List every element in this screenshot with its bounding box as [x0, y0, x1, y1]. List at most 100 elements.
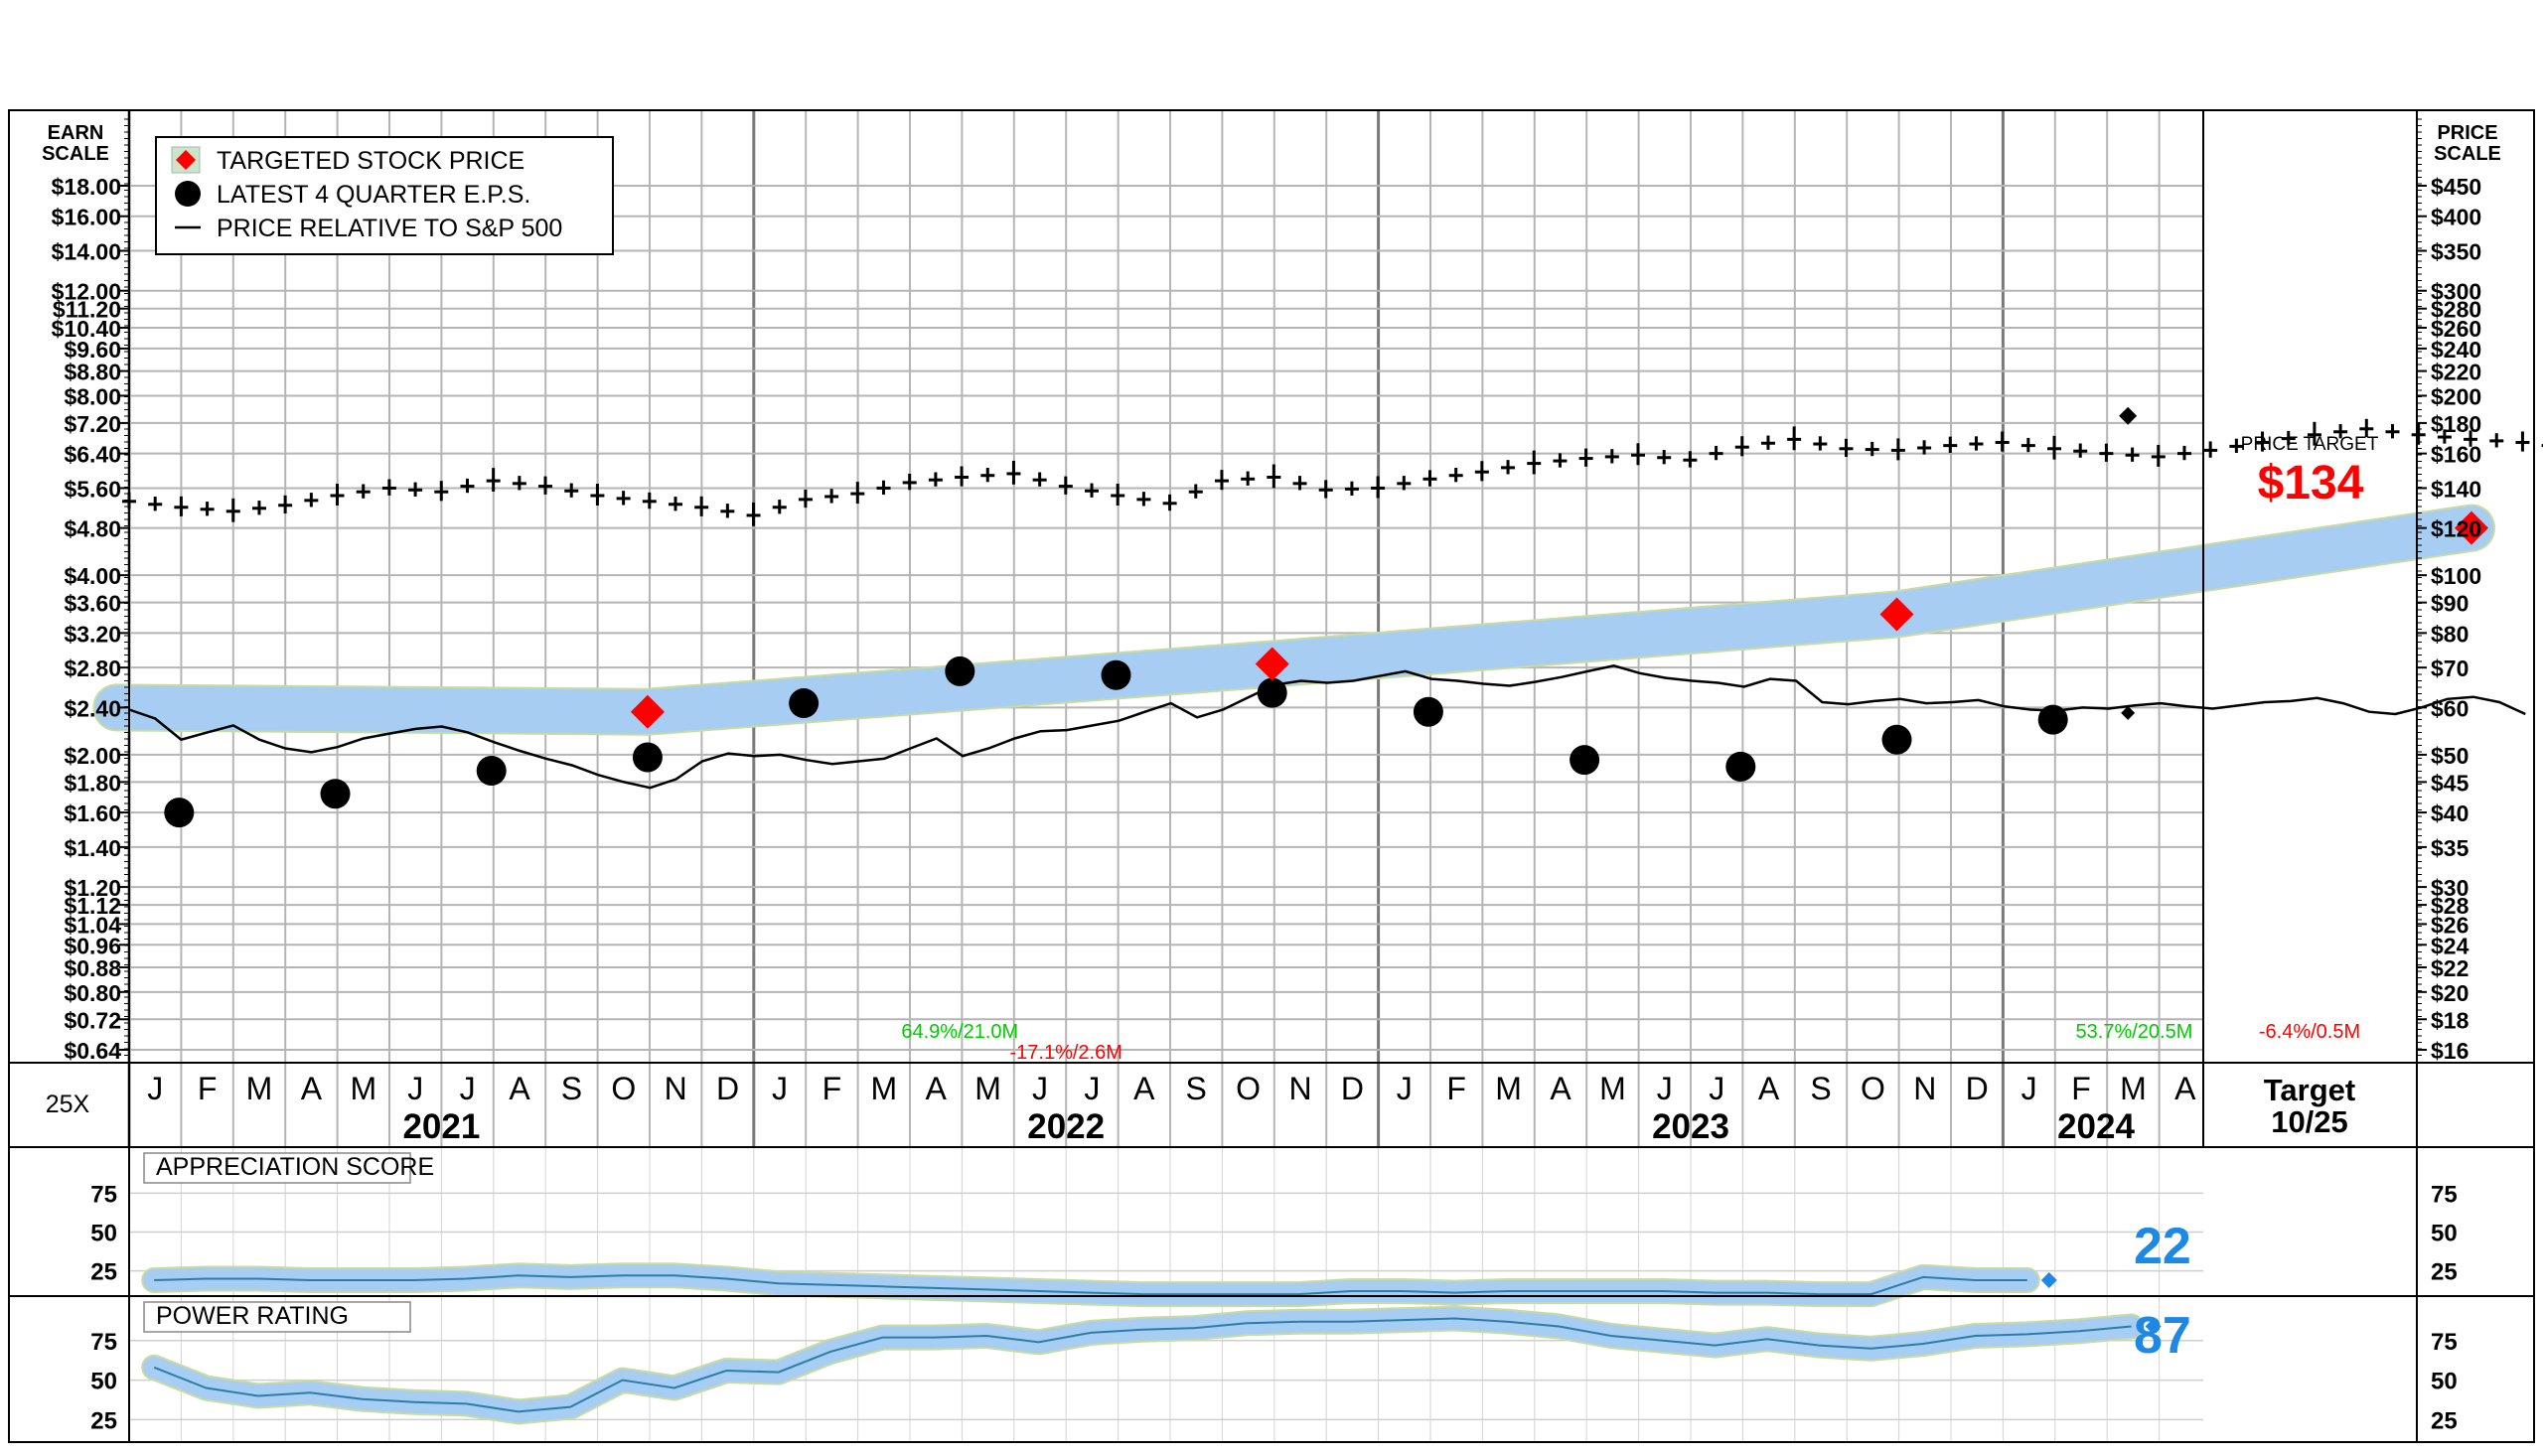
volume-note: 64.9%/21.0M: [901, 1021, 1018, 1043]
price-bar: [2099, 443, 2140, 462]
axes: [8, 109, 2535, 1443]
month-label: F: [2071, 1071, 2091, 1106]
earn-tick-label: $1.80: [64, 770, 121, 796]
eps-point: [320, 779, 351, 809]
grid: [127, 110, 2203, 1442]
price-tick-label: $80: [2431, 621, 2468, 647]
month-label: M: [870, 1071, 897, 1106]
earn-tick-label: $3.20: [64, 621, 121, 647]
month-label: J: [460, 1071, 476, 1106]
price-tick-label: $22: [2431, 955, 2468, 981]
price-tick-label: $240: [2431, 337, 2481, 363]
earn-tick-label: $0.88: [64, 955, 121, 981]
price-bar: [1162, 484, 1203, 511]
price-bar: [2203, 438, 2244, 458]
price-tick-label: $30: [2431, 875, 2468, 901]
price-bar: [1006, 460, 1047, 487]
price-tick-label: $350: [2431, 239, 2481, 265]
earn-tick-label: $4.80: [64, 516, 121, 542]
month-label: M: [2120, 1071, 2147, 1106]
eps-point: [1413, 696, 1443, 727]
price-tick-label: $26: [2431, 912, 2468, 938]
month-label: S: [561, 1071, 582, 1106]
month-label: J: [1397, 1071, 1413, 1106]
volume-note: 53.7%/20.5M: [2076, 1021, 2193, 1043]
price-bar: [174, 496, 215, 516]
earn-tick-label: $6.40: [64, 442, 121, 468]
price-tick-label: $35: [2431, 835, 2469, 861]
month-label: D: [1341, 1071, 1364, 1106]
month-label: F: [198, 1071, 218, 1106]
month-label: M: [1495, 1071, 1522, 1106]
year-label: 2024: [2057, 1107, 2135, 1146]
year-label: 2021: [402, 1107, 480, 1146]
price-tick-label: $50: [2431, 743, 2468, 769]
month-label: A: [2174, 1071, 2196, 1106]
month-label: A: [301, 1071, 323, 1106]
power-rating-title-box: [143, 1301, 411, 1333]
power-rating-tick-label: 25: [90, 1407, 117, 1434]
price-bar: [1371, 476, 1412, 499]
price-tick-label: $18: [2431, 1007, 2469, 1033]
earn-tick-label: $7.20: [64, 411, 121, 437]
earn-tick-label: $14.00: [52, 239, 121, 265]
price-bar: [1111, 484, 1151, 507]
power-rating-tick-label: 75: [90, 1329, 117, 1356]
power-rating-tick-label: 50: [2431, 1369, 2458, 1395]
month-label: J: [1084, 1071, 1100, 1106]
eps-point: [632, 742, 663, 773]
power-rating-line: [153, 1317, 2132, 1413]
appreciation-score-current-value: 22: [2134, 1218, 2191, 1275]
price-bar: [1527, 450, 1568, 475]
month-label: N: [1288, 1071, 1311, 1106]
price-tick-label: $200: [2431, 383, 2481, 409]
eps-point: [1725, 751, 1756, 782]
power-rating-end-marker: [2145, 1318, 2162, 1335]
month-label: A: [1133, 1071, 1155, 1106]
price-bar: [1683, 445, 1723, 468]
price-tick-label: $90: [2431, 591, 2468, 617]
earn-tick-label: $5.60: [64, 476, 121, 502]
legend-diamond-icon: [176, 150, 196, 170]
price-bar: [2515, 431, 2543, 452]
price-bar: [1839, 438, 1879, 458]
earn-tick-label: $18.00: [52, 174, 121, 200]
earn-scale-header: EARN: [48, 122, 104, 144]
price-target-caption: PRICE TARGET: [2241, 434, 2379, 455]
month-label: O: [1236, 1071, 1261, 1106]
price-bar: [902, 472, 943, 491]
legend-label: LATEST 4 QUARTER E.P.S.: [217, 181, 530, 209]
earn-tick-label: $2.40: [64, 695, 121, 721]
price-bar: [798, 489, 839, 509]
price-bar: [1214, 470, 1256, 491]
month-label: J: [407, 1071, 423, 1106]
eps-point: [1101, 659, 1131, 690]
price-tick-label: $24: [2431, 933, 2469, 958]
month-label: J: [2021, 1071, 2037, 1106]
target-price-marker: [1879, 597, 1914, 632]
price-scale-header: SCALE: [2434, 143, 2501, 165]
earn-tick-label: $11.20: [53, 297, 121, 323]
earn-tick-label: $3.60: [64, 591, 121, 617]
price-tick-label: $120: [2431, 516, 2481, 542]
appreciation-score-title-box: [143, 1152, 411, 1184]
price-bar: [1058, 476, 1100, 498]
earn-tick-label: $1.20: [64, 875, 121, 901]
appreciation-score-tick-label: 75: [2431, 1181, 2458, 1208]
appreciation-score-tick-label: 50: [2431, 1220, 2458, 1246]
power-rating-tick-label: 75: [2431, 1329, 2458, 1356]
month-label: A: [1758, 1071, 1780, 1106]
month-label: A: [926, 1071, 948, 1106]
price-bar: [1787, 426, 1828, 451]
earn-tick-label: $2.80: [64, 655, 121, 681]
year-label: 2022: [1027, 1107, 1105, 1146]
month-label: D: [1966, 1071, 1989, 1106]
relative-end-marker: [2121, 705, 2136, 720]
target-band-edge: [92, 504, 2495, 736]
legend-label: PRICE RELATIVE TO S&P 500: [217, 215, 562, 242]
price-bar: [381, 479, 423, 497]
power-rating-band: [143, 1307, 2143, 1423]
eps-point: [1570, 745, 1600, 776]
price-bar: [1422, 468, 1463, 487]
